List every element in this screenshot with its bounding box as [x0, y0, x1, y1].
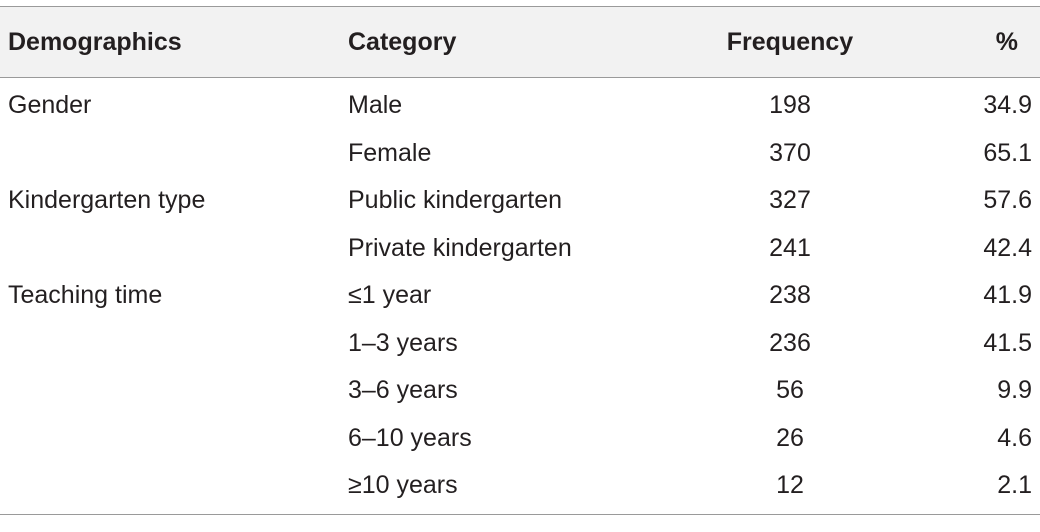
cell-demographics: Kindergarten type	[8, 186, 206, 215]
table-row: Teaching time ≤1 year 238 41.9	[0, 272, 1040, 320]
header-row: Demographics Category Frequency %	[0, 6, 1040, 78]
cell-frequency: 56	[776, 376, 804, 405]
cell-percent: 9.9	[997, 376, 1032, 405]
cell-frequency: 327	[769, 186, 811, 215]
table-body: Gender Male 198 34.9 Female 370 65.1 Kin…	[0, 78, 1040, 514]
cell-frequency: 370	[769, 138, 811, 167]
cell-demographics	[0, 462, 340, 514]
cell-category: ≥10 years	[348, 471, 458, 500]
table-row: 1–3 years 236 41.5	[0, 320, 1040, 368]
table-row: Private kindergarten 241 42.4	[0, 225, 1040, 273]
cell-category: Male	[348, 91, 403, 120]
table-header: Demographics Category Frequency %	[0, 6, 1040, 78]
cell-demographics	[0, 415, 340, 463]
cell-frequency: 26	[776, 423, 804, 452]
table-row: Gender Male 198 34.9	[0, 78, 1040, 130]
demographics-table: Demographics Category Frequency % Gender…	[0, 6, 1040, 515]
cell-demographics: Gender	[8, 91, 92, 120]
cell-demographics	[0, 367, 340, 415]
cell-category: 3–6 years	[348, 376, 458, 405]
cell-percent: 41.9	[983, 281, 1032, 310]
table-row: 6–10 years 26 4.6	[0, 415, 1040, 463]
table-row: Kindergarten type Public kindergarten 32…	[0, 177, 1040, 225]
header-demographics: Demographics	[8, 27, 182, 56]
header-percent: %	[995, 27, 1018, 56]
cell-percent: 57.6	[983, 186, 1032, 215]
cell-frequency: 241	[769, 233, 811, 262]
cell-frequency: 236	[769, 328, 811, 357]
cell-category: Female	[348, 138, 432, 167]
cell-category: 6–10 years	[348, 423, 472, 452]
cell-demographics	[0, 130, 340, 178]
cell-demographics: Teaching time	[8, 281, 163, 310]
cell-frequency: 12	[776, 471, 804, 500]
cell-frequency: 198	[769, 91, 811, 120]
cell-frequency: 238	[769, 281, 811, 310]
cell-demographics	[0, 320, 340, 368]
cell-category: 1–3 years	[348, 328, 458, 357]
table-row: Female 370 65.1	[0, 130, 1040, 178]
header-category: Category	[348, 27, 457, 56]
cell-percent: 41.5	[983, 328, 1032, 357]
header-frequency: Frequency	[726, 27, 854, 56]
cell-percent: 34.9	[983, 91, 1032, 120]
cell-percent: 4.6	[997, 423, 1032, 452]
cell-category: Public kindergarten	[348, 186, 563, 215]
cell-category: Private kindergarten	[348, 233, 572, 262]
cell-category: ≤1 year	[348, 281, 432, 310]
table-row: 3–6 years 56 9.9	[0, 367, 1040, 415]
cell-percent: 65.1	[983, 138, 1032, 167]
table-row: ≥10 years 12 2.1	[0, 462, 1040, 514]
cell-demographics	[0, 225, 340, 273]
cell-percent: 42.4	[983, 233, 1032, 262]
cell-percent: 2.1	[997, 471, 1032, 500]
